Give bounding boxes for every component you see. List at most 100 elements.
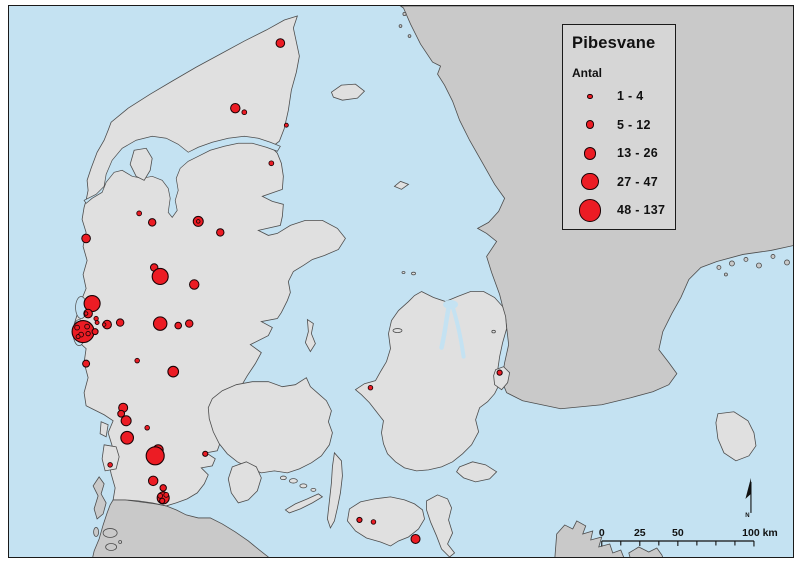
observation-dot — [367, 384, 374, 391]
observation-dot — [283, 122, 289, 128]
observation-dot — [275, 38, 286, 48]
observation-dot — [159, 484, 167, 492]
observation-dot — [85, 330, 91, 337]
archipelago-islet — [784, 259, 790, 266]
hven-islet — [491, 329, 496, 334]
legend-class-label: 1 - 4 — [617, 89, 644, 104]
legend-dot-cell — [571, 120, 609, 130]
archipelago-islet — [743, 257, 749, 262]
observation-dot — [147, 218, 157, 227]
pellworm-island — [105, 543, 118, 551]
observation-dot — [71, 320, 95, 344]
legend-class-label: 27 - 47 — [617, 174, 659, 189]
observation-dot — [167, 365, 180, 378]
observation-dot — [370, 519, 377, 525]
observation-dot — [101, 322, 107, 327]
observation-dot — [75, 334, 81, 340]
archipelago-islet — [716, 265, 722, 270]
map-svg: 0 25 50 100 km N — [71, 6, 793, 557]
observation-dot — [82, 359, 91, 368]
observation-dot — [91, 328, 99, 336]
legend-box: Pibesvane Antal 1 - 4 5 - 12 13 - 26 27 … — [562, 24, 676, 230]
legend-row: 5 - 12 — [563, 111, 675, 140]
north-label: N — [745, 513, 749, 519]
legend-row: 13 - 26 — [563, 139, 675, 168]
south-funen-islet — [288, 478, 298, 484]
observation-dot — [83, 311, 89, 316]
archipelago-islet — [724, 272, 728, 277]
north-arrow-head — [745, 477, 751, 499]
archipelago-islet — [770, 254, 776, 259]
south-funen-islet — [310, 487, 317, 492]
isefjord — [439, 301, 452, 350]
observation-dot — [230, 102, 241, 114]
observation-dot — [174, 321, 183, 330]
observation-dot — [202, 450, 209, 457]
german-baltic-coast — [628, 546, 664, 557]
falster — [426, 494, 456, 557]
roskilde-fjord — [449, 301, 466, 359]
observation-dot — [185, 319, 194, 328]
observation-dot — [189, 279, 200, 290]
observation-dot — [159, 497, 166, 505]
sylt-island — [92, 476, 107, 520]
south-funen-islet — [299, 483, 308, 489]
laesoe — [330, 83, 366, 101]
observation-dot — [74, 324, 80, 331]
observation-dot — [120, 415, 132, 427]
legend-size-dot — [587, 93, 593, 99]
archipelago-islet — [402, 12, 407, 17]
foehr-island — [102, 528, 118, 538]
legend-size-dot — [583, 146, 597, 160]
samsoe — [304, 318, 316, 353]
bornholm — [715, 411, 757, 462]
als-island — [227, 461, 262, 504]
observation-dot — [93, 315, 99, 322]
observation-dot — [241, 109, 248, 116]
observation-dot — [152, 316, 168, 331]
observation-dot — [496, 369, 503, 376]
funen — [207, 377, 333, 474]
legend-dot-cell — [571, 93, 609, 99]
observation-dot — [115, 318, 125, 327]
legend-class-label: 13 - 26 — [617, 146, 659, 161]
aeroe-island — [284, 493, 324, 514]
observation-dot — [81, 233, 91, 244]
observation-dot — [157, 493, 164, 499]
observation-dots-group — [71, 38, 503, 544]
archipelago-islet — [398, 24, 403, 28]
legend-row: 27 - 47 — [563, 168, 675, 197]
observation-dot — [134, 357, 140, 364]
legend-subtitle: Antal — [572, 66, 602, 80]
legend-dot-cell — [571, 173, 609, 191]
lolland — [347, 496, 425, 547]
amrum-island — [93, 527, 100, 537]
anholt — [393, 180, 410, 190]
germany-landmass — [92, 499, 269, 557]
kattegat-islet — [401, 271, 406, 274]
map-canvas: 0 25 50 100 km N — [8, 5, 794, 558]
observation-dot — [117, 409, 126, 418]
archipelago-islet — [407, 34, 412, 38]
zealand — [354, 291, 508, 472]
observation-dot — [163, 492, 170, 498]
scale-label-0: 0 — [599, 527, 605, 539]
observation-dot — [144, 425, 150, 431]
observation-dot — [120, 430, 135, 445]
observation-dot — [196, 219, 201, 224]
observation-dot — [94, 320, 100, 326]
mors-island — [129, 147, 153, 181]
observation-dot — [216, 228, 225, 237]
scale-label-25: 25 — [634, 527, 646, 539]
south-funen-islet — [279, 475, 287, 481]
legend-size-dot — [581, 173, 599, 191]
observation-dot — [151, 267, 169, 286]
legend-class-label: 48 - 137 — [617, 203, 666, 218]
fanoe — [99, 421, 109, 438]
legend-row: 48 - 137 — [563, 196, 675, 225]
hallig-islet — [118, 540, 123, 544]
scale-label-100km: 100 km — [742, 527, 778, 539]
observation-dot — [107, 462, 113, 468]
hesseloe-islet — [411, 271, 416, 276]
